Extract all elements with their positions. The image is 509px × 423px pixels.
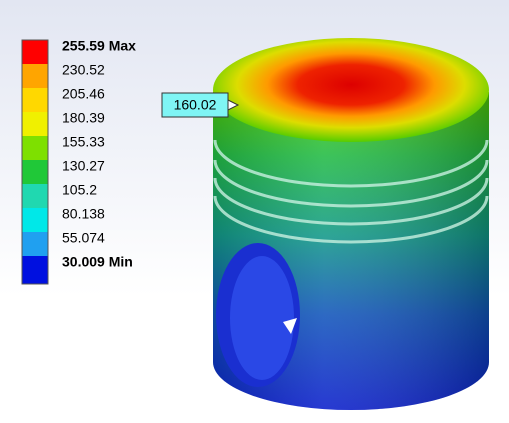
piston <box>213 38 489 410</box>
legend-label: 55.074 <box>62 230 105 246</box>
legend-label: 205.46 <box>62 86 105 102</box>
legend-label: 80.138 <box>62 206 105 222</box>
viewport: 255.59 Max 230.52 205.46 180.39 155.33 130.27… <box>0 0 509 423</box>
legend-label: 130.27 <box>62 158 105 174</box>
legend: 255.59 Max 230.52 205.46 180.39 155.33 130.27… <box>22 38 136 284</box>
legend-label: 180.39 <box>62 110 105 126</box>
legend-label: 155.33 <box>62 134 105 150</box>
legend-label: 255.59 Max <box>62 38 136 54</box>
legend-label: 105.2 <box>62 182 97 198</box>
result-plot: 255.59 Max 230.52 205.46 180.39 155.33 130.27… <box>0 0 509 423</box>
legend-label: 30.009 Min <box>62 254 133 270</box>
probe-label: 160.02 <box>174 97 217 113</box>
probe: 160.02 <box>162 93 238 117</box>
legend-label: 230.52 <box>62 62 105 78</box>
